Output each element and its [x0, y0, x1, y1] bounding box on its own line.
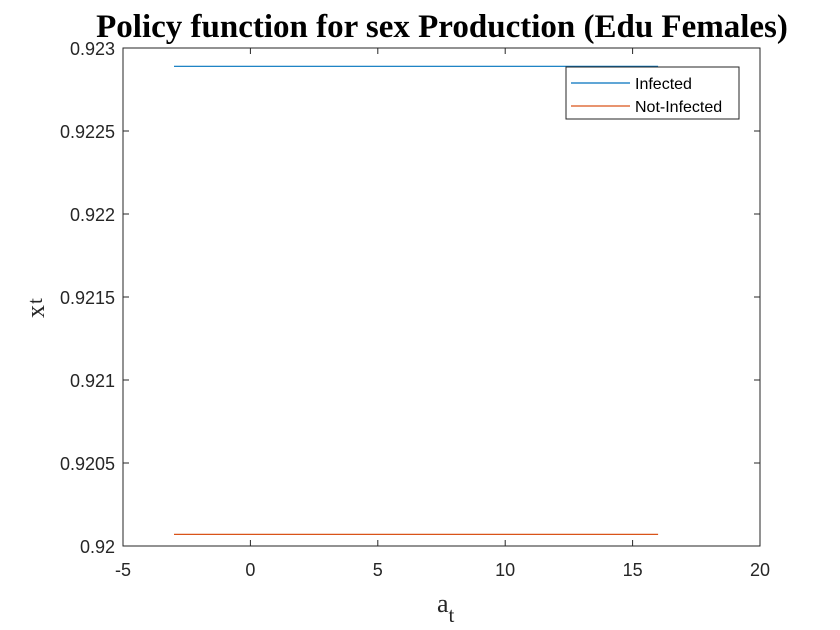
y-tick-label: 0.9225	[60, 122, 115, 142]
y-axis-label-subscript: t	[23, 298, 47, 304]
x-tick-label: 0	[245, 560, 255, 580]
y-tick-label: 0.922	[70, 205, 115, 225]
tick-labels: -5 0 5 10 15 20 0.92 0.9205 0.921 0.9215 0.922 0.92…	[60, 39, 770, 580]
chart-title: Policy function for sex Production (Edu …	[96, 9, 788, 45]
x-axis-label: at	[437, 589, 455, 627]
y-axis-label-main: x	[21, 305, 50, 318]
x-tick-label: 15	[623, 560, 643, 580]
x-tick-label: 5	[373, 560, 383, 580]
legend-box	[565, 66, 740, 120]
legend-label: Infected	[635, 76, 692, 93]
y-tick-label: 0.9205	[60, 454, 115, 474]
series-lines	[174, 65, 659, 536]
x-tick-label: -5	[115, 560, 131, 580]
x-axis-label-main: a	[437, 589, 449, 618]
legend-label: Not-Infected	[635, 99, 722, 116]
x-axis-label-subscript: t	[449, 603, 455, 627]
y-tick-label: 0.92	[80, 537, 115, 557]
plot-area	[123, 48, 760, 546]
x-tick-label: 10	[495, 560, 515, 580]
y-axis-label: xt	[21, 298, 50, 318]
y-tick-label: 0.921	[70, 371, 115, 391]
y-tick-label: 0.9215	[60, 288, 115, 308]
legend-items: Infected Not-Infected	[571, 76, 722, 116]
legend: Infected Not-Infected	[565, 66, 740, 120]
plot-frame	[122, 47, 761, 547]
y-tick-label: 0.923	[70, 39, 115, 59]
x-tick-label: 20	[750, 560, 770, 580]
